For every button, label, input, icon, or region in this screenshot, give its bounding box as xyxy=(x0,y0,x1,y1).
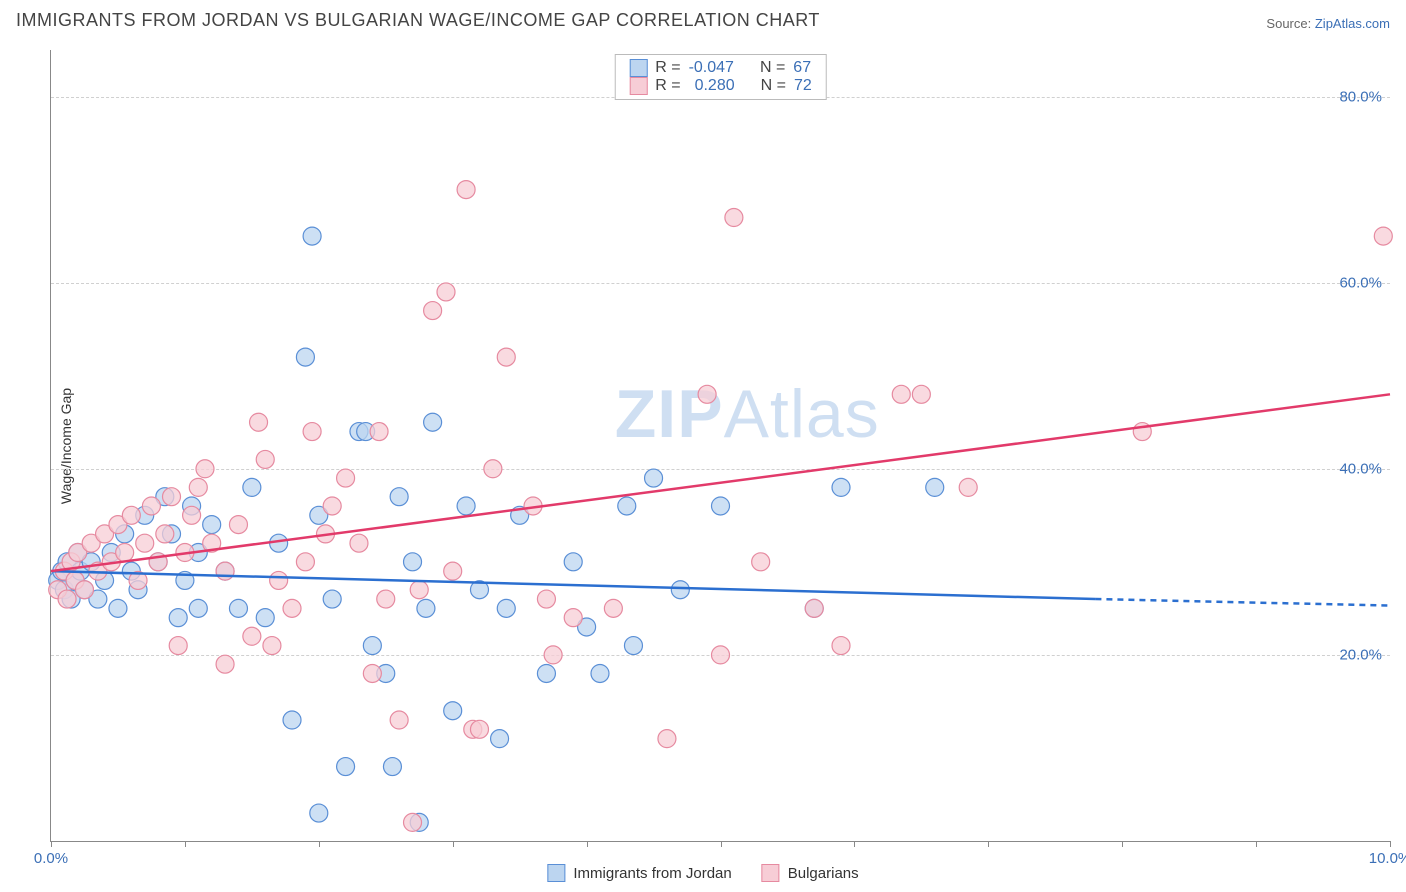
n-value-bulgarians: 72 xyxy=(794,77,812,95)
swatch-jordan-icon xyxy=(547,864,565,882)
legend-label-jordan: Immigrants from Jordan xyxy=(573,865,731,882)
n-label: N = xyxy=(760,59,785,77)
legend-item-bulgarians: Bulgarians xyxy=(762,864,859,882)
source-link[interactable]: ZipAtlas.com xyxy=(1315,16,1390,31)
r-label: R = xyxy=(655,77,680,95)
r-value-jordan: -0.047 xyxy=(689,59,734,77)
legend-label-bulgarians: Bulgarians xyxy=(788,865,859,882)
swatch-jordan xyxy=(629,59,647,77)
correlation-legend: R = -0.047 N = 67 R = 0.280 N = 72 xyxy=(614,54,827,100)
legend-row-bulgarians: R = 0.280 N = 72 xyxy=(629,77,812,95)
n-label: N = xyxy=(761,77,786,95)
n-value-jordan: 67 xyxy=(793,59,811,77)
scatter-svg xyxy=(51,50,1390,841)
source-attribution: Source: ZipAtlas.com xyxy=(1266,16,1390,31)
xtick-label: 0.0% xyxy=(34,850,68,867)
r-label: R = xyxy=(655,59,680,77)
source-label: Source: xyxy=(1266,16,1311,31)
legend-row-jordan: R = -0.047 N = 67 xyxy=(629,59,812,77)
chart-title: IMMIGRANTS FROM JORDAN VS BULGARIAN WAGE… xyxy=(16,10,820,31)
xtick-label: 10.0% xyxy=(1369,850,1406,867)
swatch-bulgarians-icon xyxy=(762,864,780,882)
r-value-bulgarians: 0.280 xyxy=(689,77,735,95)
series-legend: Immigrants from Jordan Bulgarians xyxy=(547,864,858,882)
legend-item-jordan: Immigrants from Jordan xyxy=(547,864,731,882)
swatch-bulgarians xyxy=(629,77,647,95)
chart-plot-area: ZIPAtlas R = -0.047 N = 67 R = 0.280 N =… xyxy=(50,50,1390,842)
